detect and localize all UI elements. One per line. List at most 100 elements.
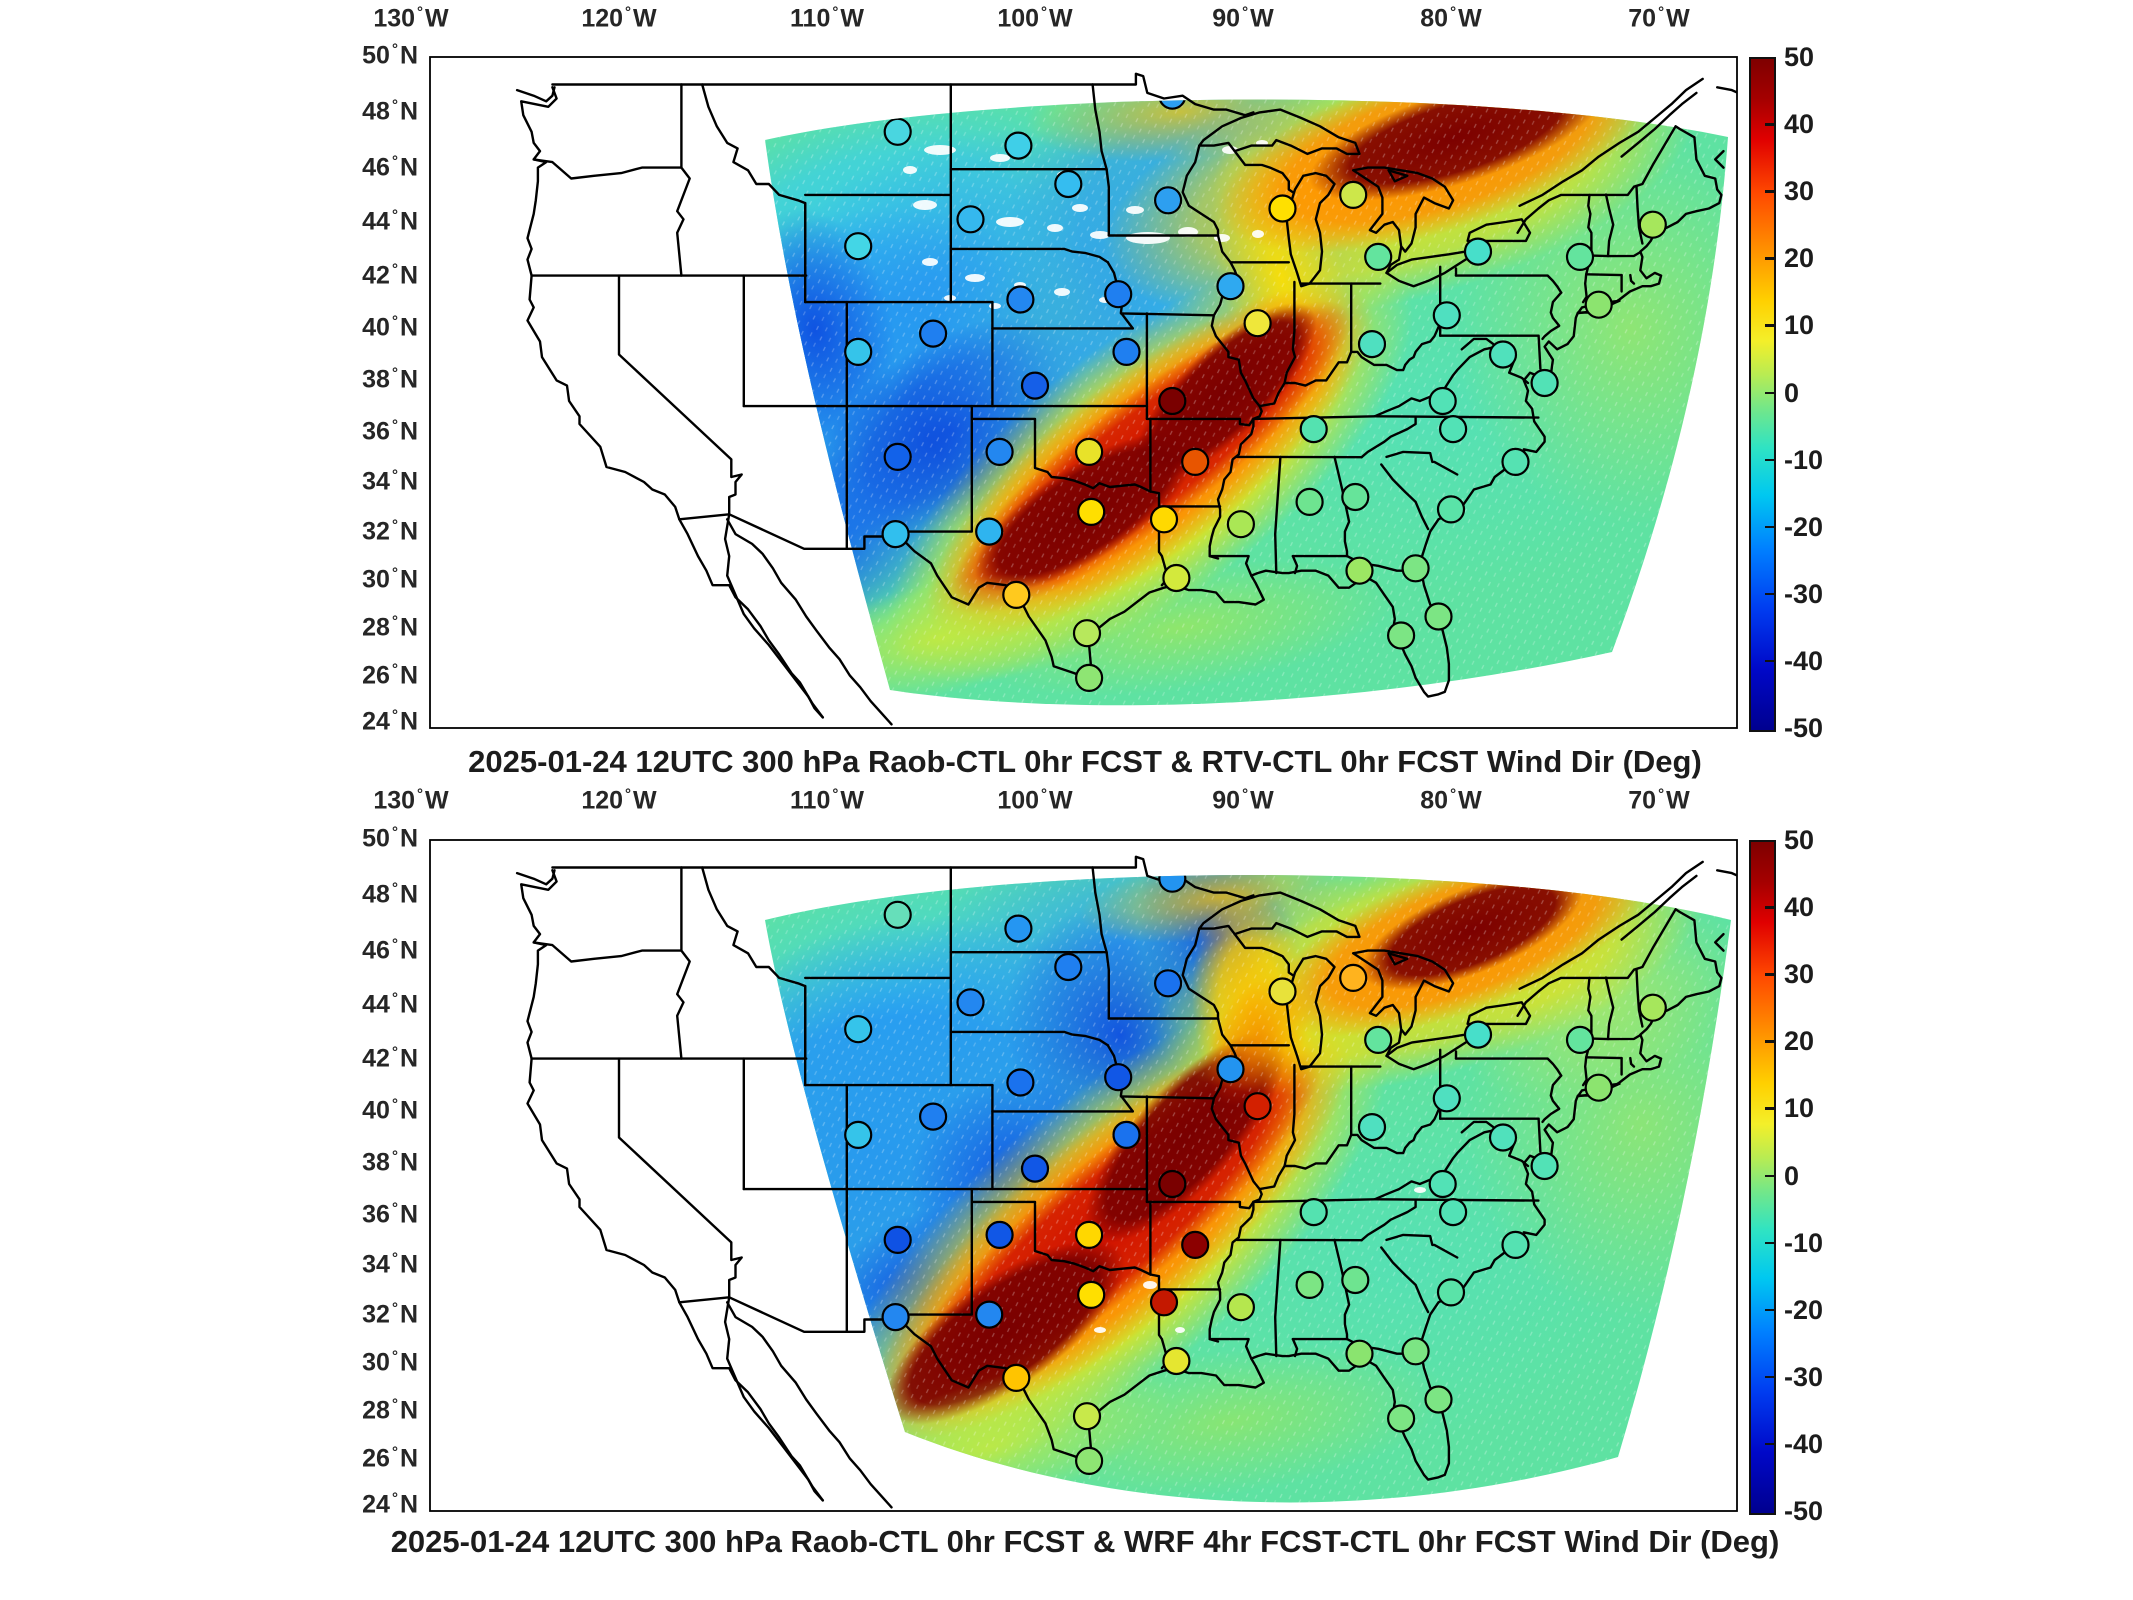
- tick-value: 70: [1628, 4, 1657, 33]
- station-marker: [1004, 131, 1033, 160]
- station-marker: [1299, 1197, 1328, 1227]
- tick-dir: N: [399, 516, 418, 545]
- colorbar-tick: [1765, 659, 1774, 663]
- lat-tick-label: 48 °N: [328, 97, 418, 126]
- tick-value: 44: [362, 207, 390, 236]
- colorbar-tick: [1765, 190, 1774, 193]
- tick-dir: N: [399, 1096, 418, 1125]
- degree-symbol: °: [625, 4, 632, 21]
- station-marker: [985, 1220, 1014, 1250]
- degree-symbol: °: [391, 613, 398, 631]
- station-marker: [1162, 1346, 1191, 1376]
- tick-dir: W: [633, 786, 657, 815]
- degree-symbol: °: [832, 4, 839, 21]
- lon-tick-label: 100 °W: [970, 4, 1100, 33]
- degree-symbol: °: [1450, 786, 1457, 803]
- tick-dir: W: [1250, 786, 1274, 815]
- colorbar-tick-label: 20: [1784, 243, 1815, 274]
- colorbar-tick: [1765, 1308, 1774, 1312]
- degree-symbol: °: [391, 1043, 398, 1061]
- station-marker: [1424, 1385, 1453, 1414]
- tick-value: 80: [1420, 786, 1449, 815]
- station-marker: [1386, 621, 1416, 650]
- tick-value: 110: [790, 786, 831, 815]
- colorbar-tick: [1765, 458, 1774, 462]
- station-marker: [1112, 1120, 1141, 1150]
- station-marker: [918, 1102, 948, 1131]
- tick-dir: N: [399, 935, 418, 964]
- colorbar-tick-label: -40: [1784, 1428, 1824, 1459]
- station-marker: [883, 900, 912, 929]
- colorbar-tick: [1765, 1174, 1774, 1177]
- station-marker: [1584, 1073, 1613, 1102]
- colorbar-tick-label: 50: [1784, 825, 1815, 855]
- station-marker: [1638, 993, 1667, 1022]
- station-marker: [1488, 1123, 1518, 1152]
- colorbar-tick: [1765, 973, 1774, 976]
- colorbar-tick: [1765, 1442, 1774, 1446]
- tick-value: 34: [362, 1250, 390, 1279]
- tick-value: 30: [362, 565, 390, 594]
- lon-tick-label: 110 °W: [762, 786, 892, 815]
- colorbar-tick-label: -20: [1784, 1294, 1824, 1325]
- station-marker: [1345, 556, 1374, 585]
- panel-1-stations: [844, 874, 1667, 1476]
- lat-tick-label: 40 °N: [328, 313, 418, 342]
- station-marker: [1004, 914, 1033, 943]
- colorbar-tick-label: 30: [1784, 959, 1815, 990]
- colorbar-tick-label: 10: [1784, 1093, 1815, 1124]
- tick-dir: W: [633, 4, 657, 33]
- degree-symbol: °: [391, 1250, 398, 1267]
- station-marker: [1020, 371, 1050, 400]
- station-marker: [975, 1300, 1004, 1329]
- colorbar-tick-label: -30: [1784, 1361, 1824, 1392]
- station-marker: [1158, 1169, 1187, 1199]
- station-marker: [1243, 1092, 1272, 1121]
- station-marker: [1488, 340, 1518, 369]
- station-marker: [1243, 309, 1272, 338]
- tick-value: 90: [1212, 4, 1241, 33]
- tick-value: 34: [362, 467, 390, 496]
- station-marker: [1077, 497, 1106, 526]
- degree-symbol: °: [391, 1199, 398, 1217]
- lat-tick-label: 34 °N: [328, 1250, 418, 1279]
- lat-tick-label: 44 °N: [328, 990, 418, 1019]
- panel-0-stations: [844, 99, 1667, 693]
- degree-symbol: °: [391, 1299, 398, 1317]
- plot-frame: [429, 56, 1738, 729]
- tick-dir: N: [399, 41, 418, 70]
- station-marker: [1020, 1154, 1050, 1183]
- colorbar-tick-label: -20: [1784, 511, 1824, 542]
- colorbar-tick: [1765, 324, 1774, 327]
- tick-dir: W: [1458, 786, 1482, 815]
- colorbar-tick: [1765, 1375, 1774, 1379]
- tick-value: 42: [362, 1043, 390, 1072]
- degree-symbol: °: [391, 260, 398, 278]
- tick-dir: N: [399, 707, 418, 736]
- panel-top-title: 2025-01-24 12UTC 300 hPa Raob-CTL 0hr FC…: [468, 744, 1702, 779]
- colorbar-tick-label: -50: [1784, 1496, 1824, 1526]
- station-marker: [1428, 386, 1457, 416]
- colorbar-tick-label: -40: [1784, 645, 1824, 676]
- station-marker: [883, 117, 912, 146]
- degree-symbol: °: [1041, 786, 1048, 803]
- degree-symbol: °: [391, 97, 398, 115]
- tick-dir: N: [399, 660, 418, 689]
- station-marker: [1072, 619, 1102, 648]
- lat-tick-label: 50 °N: [328, 824, 418, 853]
- degree-symbol: °: [391, 516, 398, 534]
- tick-value: 40: [362, 313, 390, 342]
- lat-tick-label: 28 °N: [328, 613, 418, 642]
- degree-symbol: °: [1242, 786, 1249, 803]
- tick-dir: W: [840, 786, 864, 815]
- station-marker: [1432, 301, 1461, 330]
- station-marker: [1153, 186, 1183, 215]
- tick-dir: N: [399, 152, 418, 181]
- tick-value: 32: [362, 516, 390, 545]
- station-marker: [881, 519, 910, 549]
- station-marker: [1438, 1197, 1468, 1227]
- colorbar-tick: [1765, 592, 1774, 596]
- tick-value: 32: [362, 1299, 390, 1328]
- lat-tick-label: 38 °N: [328, 365, 418, 394]
